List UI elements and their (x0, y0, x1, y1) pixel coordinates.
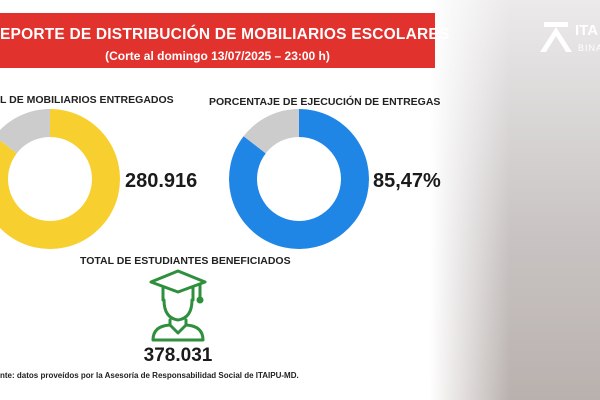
source-note: nte: datos proveídos por la Asesoría de … (0, 371, 299, 380)
students-title: TOTAL DE ESTUDIANTES BENEFICIADOS (80, 255, 291, 267)
graduate-icon (149, 269, 207, 342)
donut-1-slice-0 (229, 109, 369, 249)
ejecucion-percent-value: 85,47% (373, 170, 441, 192)
photo-fade (430, 0, 510, 400)
chart-1-title: L DE MOBILIARIOS ENTREGADOS (0, 94, 174, 106)
donut-0-slice-1 (0, 109, 50, 154)
logo-text: ITA (575, 22, 599, 39)
itaipu-logo-icon (540, 22, 572, 52)
donut-0-slice-0 (0, 109, 120, 249)
logo-subtext: BINA (578, 43, 600, 53)
donut-1-slice-1 (243, 109, 299, 154)
mobiliarios-donut-chart (0, 109, 120, 249)
mobiliarios-total-value: 280.916 (125, 170, 198, 192)
header-banner: EPORTE DE DISTRIBUCIÓN DE MOBILIARIOS ES… (0, 13, 450, 68)
ejecucion-donut-chart (229, 109, 369, 249)
students-total-value: 378.031 (143, 345, 213, 366)
chart-2-title: PORCENTAJE DE EJECUCIÓN DE ENTREGAS (209, 96, 441, 108)
report-subtitle: (Corte al domingo 13/07/2025 – 23:00 h) (105, 49, 330, 63)
report-title: EPORTE DE DISTRIBUCIÓN DE MOBILIARIOS ES… (0, 26, 450, 43)
